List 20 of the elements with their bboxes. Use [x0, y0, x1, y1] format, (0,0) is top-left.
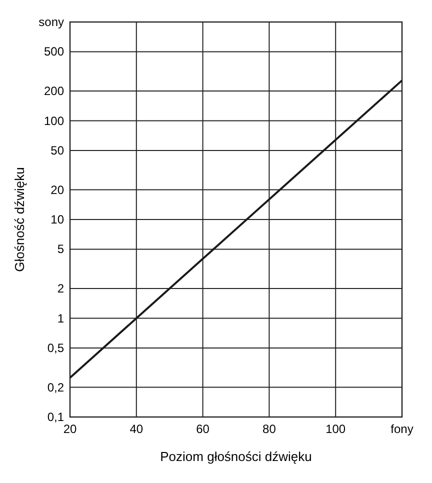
y-tick-label: 50 — [50, 143, 64, 158]
y-tick-label: 200 — [44, 84, 64, 98]
x-tick-label: 100 — [326, 422, 346, 436]
y-tick-label: 2 — [57, 282, 64, 296]
y-tick-label: 0,2 — [47, 380, 64, 394]
y-tick-label: sony — [38, 15, 64, 29]
y-axis-title: Głośność dźwięku — [12, 167, 27, 272]
y-tick-label: 1 — [57, 311, 64, 326]
y-tick-label: 500 — [44, 44, 64, 59]
y-tick-label: 20 — [50, 182, 64, 197]
y-tick-label: 0,5 — [47, 340, 64, 355]
y-tick-label: 5 — [57, 242, 64, 256]
x-tick-label: fony — [390, 422, 414, 436]
y-tick-label: 0,1 — [47, 410, 64, 424]
x-tick-label: 60 — [196, 422, 210, 436]
x-axis-title: Poziom głośności dźwięku — [160, 449, 312, 464]
x-tick-label: 80 — [262, 422, 276, 436]
x-tick-label: 40 — [130, 422, 144, 436]
y-tick-label: 100 — [44, 114, 64, 128]
y-tick-label: 10 — [50, 212, 64, 226]
